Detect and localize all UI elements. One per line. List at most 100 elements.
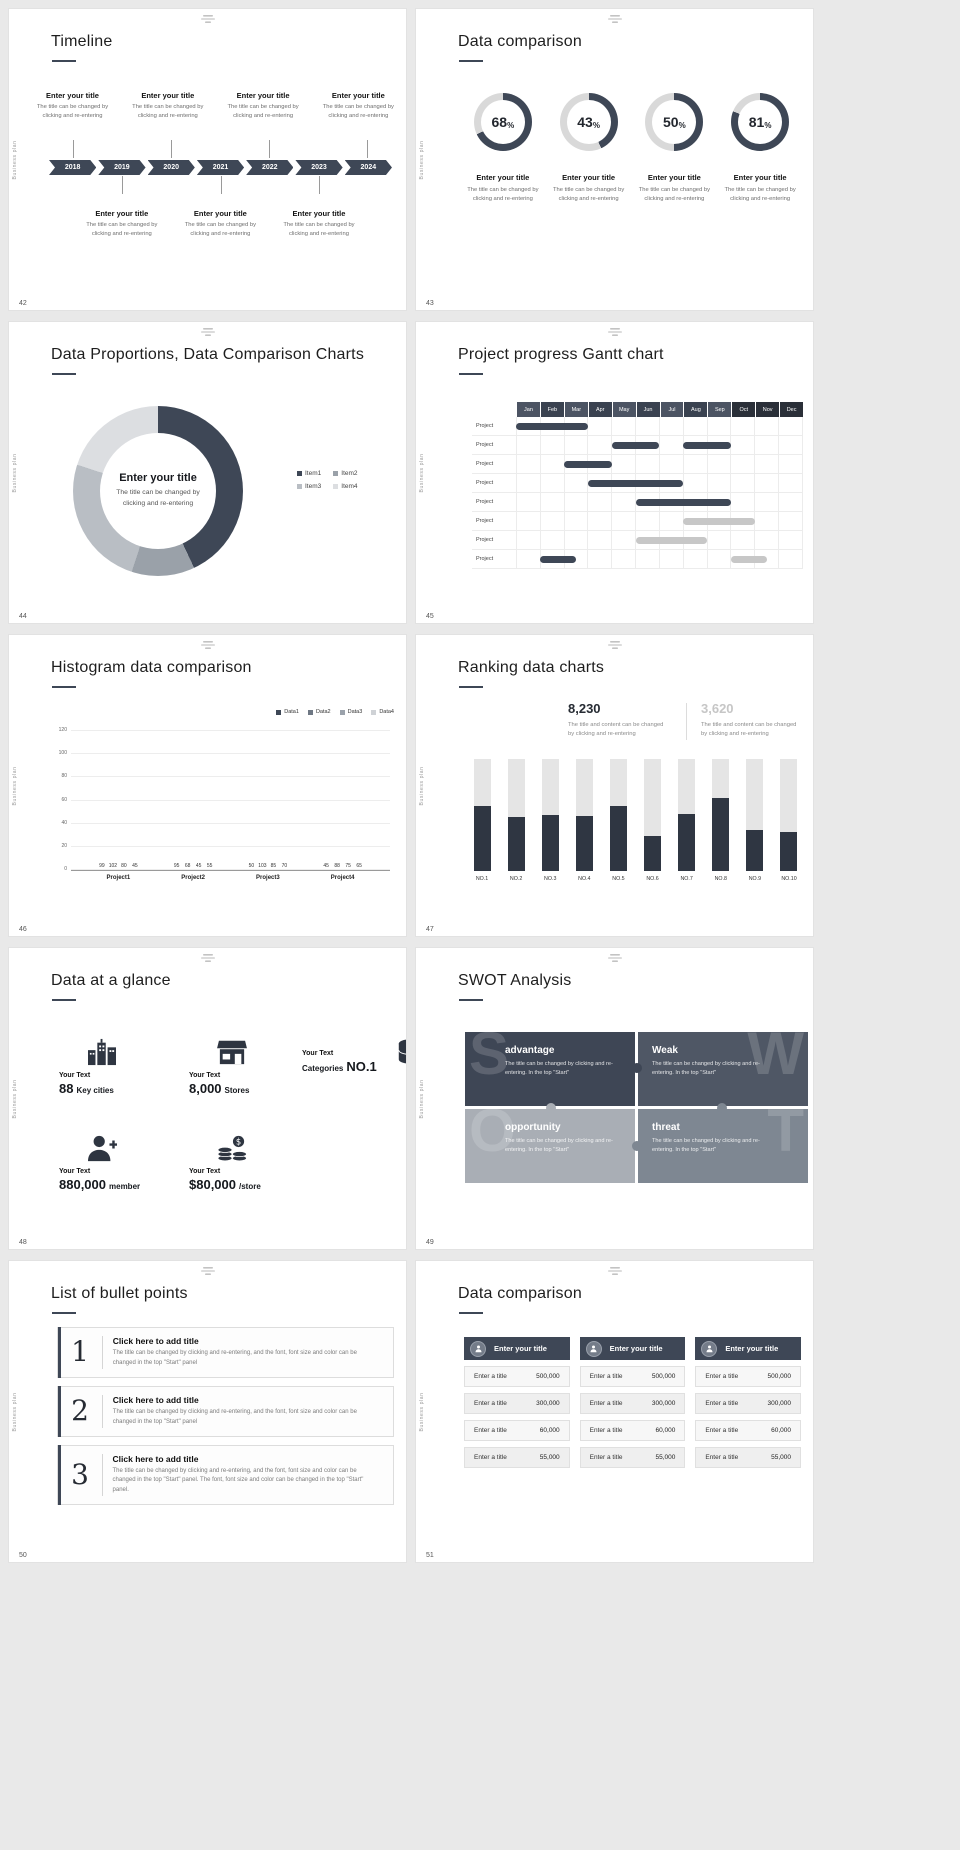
slide-number: 48 <box>19 1239 27 1246</box>
bar-value-label: 95 <box>173 863 180 869</box>
legend-item: Item1 <box>297 470 321 477</box>
bar-value-label: 68 <box>184 863 191 869</box>
gantt-cell <box>516 550 541 569</box>
entry-caption: The title can be changed by clicking and… <box>638 187 710 203</box>
data-table: Enter your title Enter a title 500,000 Ente… <box>579 1337 686 1468</box>
row-value: 55,000 <box>539 1454 560 1461</box>
slide-title: Data comparison <box>458 1285 582 1302</box>
gantt-cells <box>516 512 803 531</box>
slide-title: Histogram data comparison <box>51 659 252 676</box>
gantt-cell <box>540 512 565 531</box>
stat-unit: Key cities <box>76 1086 114 1095</box>
slide-44-data-proportions[interactable]: Business plan Data Proportions, Data Com… <box>8 321 407 624</box>
legend-item: Data3 <box>339 709 363 715</box>
gantt-row: Project <box>472 455 803 474</box>
title-underline <box>459 373 483 375</box>
ranking-column: NO.5 <box>606 759 630 882</box>
slide-logo-icon <box>607 640 623 651</box>
row-label: Enter a title <box>474 1427 507 1434</box>
slide-43-data-comparison[interactable]: Business plan Data comparison 68% Enter … <box>415 8 814 311</box>
swot-letter-s: S <box>469 1032 510 1087</box>
slide-logo-icon <box>607 14 623 25</box>
slide-51-data-comparison-tables[interactable]: Business plan Data comparison Enter your… <box>415 1260 814 1563</box>
donut-center-title: Enter your title <box>119 472 197 485</box>
rank-label: NO.7 <box>680 876 693 882</box>
percent-value: 81% <box>731 93 789 151</box>
percent-number: 81 <box>748 114 765 130</box>
slide-number: 46 <box>19 926 27 933</box>
title-underline <box>52 60 76 62</box>
legend-label: Data3 <box>347 709 363 715</box>
gantt-cell <box>612 531 637 550</box>
comparison-tables: Enter your title Enter a title 500,000 Ente… <box>464 1337 802 1468</box>
bar-fill <box>575 816 593 871</box>
stat-label: Your Text <box>189 1072 221 1079</box>
slide-48-data-at-a-glance[interactable]: Business plan Data at a glance Your Text… <box>8 947 407 1250</box>
gantt-cell <box>564 474 589 493</box>
rank-label: NO.9 <box>748 876 762 882</box>
stat-unit: /store <box>239 1182 261 1191</box>
bar-value-label: 102 <box>108 863 118 869</box>
bar-track <box>609 759 627 871</box>
gantt-chart: Jan Feb Mar Apr May Jun Jul Aug Sep Oct Nov Dec Proj… <box>472 402 804 569</box>
gantt-cell <box>755 531 780 550</box>
gantt-cells <box>516 531 803 550</box>
gantt-cell <box>731 417 756 436</box>
gantt-month-header: Aug <box>684 402 708 417</box>
bar-value-label: 55 <box>206 863 213 869</box>
slide-logo-icon <box>607 953 623 964</box>
stat-key-cities: Your Text 88 Key cities <box>59 1038 181 1096</box>
slide-49-swot[interactable]: Business plan SWOT Analysis S advantage … <box>415 947 814 1250</box>
gantt-cell <box>540 436 565 455</box>
store-icon <box>217 1038 311 1066</box>
stat-members: Your Text 880,000 member <box>59 1134 181 1192</box>
gantt-cell <box>683 417 708 436</box>
gantt-cell <box>540 531 565 550</box>
y-tick-label: 0 <box>64 866 67 872</box>
ranking-column: NO.8 <box>709 759 733 882</box>
gantt-cells <box>516 474 803 493</box>
timeline-year-chip: 2022 <box>246 160 293 175</box>
bar-track <box>644 759 662 871</box>
gantt-cell <box>564 436 589 455</box>
timeline-top-labels: Enter your title The title can be changed… <box>25 91 406 122</box>
slide-47-ranking[interactable]: Business plan Ranking data charts 8,230 … <box>415 634 814 937</box>
legend-label: Data2 <box>315 709 331 715</box>
rank-label: NO.3 <box>544 876 557 882</box>
gantt-cells <box>516 436 803 455</box>
entry-title: Enter your title <box>46 91 99 100</box>
bar-fill <box>678 813 696 871</box>
stat-number: $80,000 <box>189 1177 236 1192</box>
row-value: 55,000 <box>771 1454 792 1461</box>
row-label: Enter a title <box>474 1400 507 1407</box>
gantt-cell <box>516 512 541 531</box>
slide-50-bullet-points[interactable]: Business plan List of bullet points 1 Cl… <box>8 1260 407 1563</box>
gantt-bar <box>611 442 660 449</box>
slide-title: List of bullet points <box>51 1285 188 1302</box>
bar-groups: 99 102 80 45 95 68 45 55 50 103 85 70 45 88 75 65 <box>71 731 390 870</box>
gantt-header-spacer <box>472 402 516 417</box>
gantt-month-header: Mar <box>564 402 588 417</box>
x-axis-label: Project1 <box>106 875 131 881</box>
bar-value-label: 99 <box>99 863 105 869</box>
row-label: Enter a title <box>589 1400 623 1407</box>
slide-42-timeline[interactable]: Business plan Timeline Enter your title T… <box>8 8 407 311</box>
y-tick-label: 60 <box>61 796 67 803</box>
title-underline <box>459 686 483 688</box>
entry-caption: The title can be changed by clicking and… <box>132 104 204 120</box>
table-row: Enter a title 300,000 <box>579 1393 686 1414</box>
bar-value-label: 45 <box>323 863 329 869</box>
slide-45-gantt[interactable]: Business plan Project progress Gantt cha… <box>415 321 814 624</box>
coins-icon: $ <box>217 1134 311 1162</box>
rank-label: NO.1 <box>475 876 489 882</box>
bar-value-label: 80 <box>121 863 127 869</box>
percent-number: 43 <box>577 114 593 130</box>
row-label: Enter a title <box>589 1373 623 1380</box>
entry-caption: The title can be changed by clicking and… <box>184 222 256 238</box>
slide-46-histogram[interactable]: Business plan Histogram data comparison … <box>8 634 407 937</box>
bar-track <box>678 759 696 871</box>
brand-vertical-label: Business plan <box>12 453 18 492</box>
stat-label: Your Text <box>189 1168 221 1175</box>
slide-number: 51 <box>426 1552 434 1559</box>
row-label: Enter a title <box>705 1400 739 1407</box>
